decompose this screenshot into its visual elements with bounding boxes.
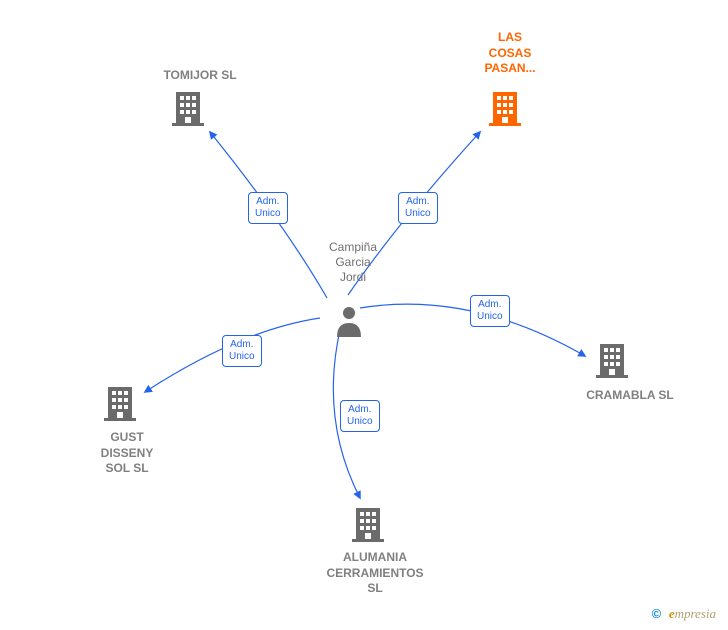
building-icon-cramabla[interactable] [596, 342, 628, 378]
node-label-gust: GUST DISSENY SOL SL [92, 430, 162, 477]
building-icon-lascosas[interactable] [489, 90, 521, 126]
person-icon[interactable] [335, 305, 363, 337]
building-icon-gust[interactable] [104, 385, 136, 421]
node-label-lascosas: LAS COSAS PASAN... [480, 30, 540, 77]
building-icon-alumania[interactable] [352, 506, 384, 542]
building-icon-tomijor[interactable] [172, 90, 204, 126]
brand-name: empresia [669, 606, 716, 621]
copyright-symbol: © [652, 606, 662, 621]
edge-label-alumania: Adm. Unico [340, 400, 380, 432]
edge-label-gust: Adm. Unico [222, 335, 262, 367]
network-diagram: Campiña Garcia Jordi TOMIJOR SL LAS COSA… [0, 0, 728, 630]
watermark: © empresia [652, 606, 716, 622]
edge-label-tomijor: Adm. Unico [248, 192, 288, 224]
node-label-tomijor: TOMIJOR SL [140, 68, 260, 84]
node-label-cramabla: CRAMABLA SL [570, 388, 690, 404]
edge-label-lascosas: Adm. Unico [398, 192, 438, 224]
center-person-label: Campiña Garcia Jordi [318, 240, 388, 285]
node-label-alumania: ALUMANIA CERRAMIENTOS SL [320, 550, 430, 597]
edge-label-cramabla: Adm. Unico [470, 295, 510, 327]
